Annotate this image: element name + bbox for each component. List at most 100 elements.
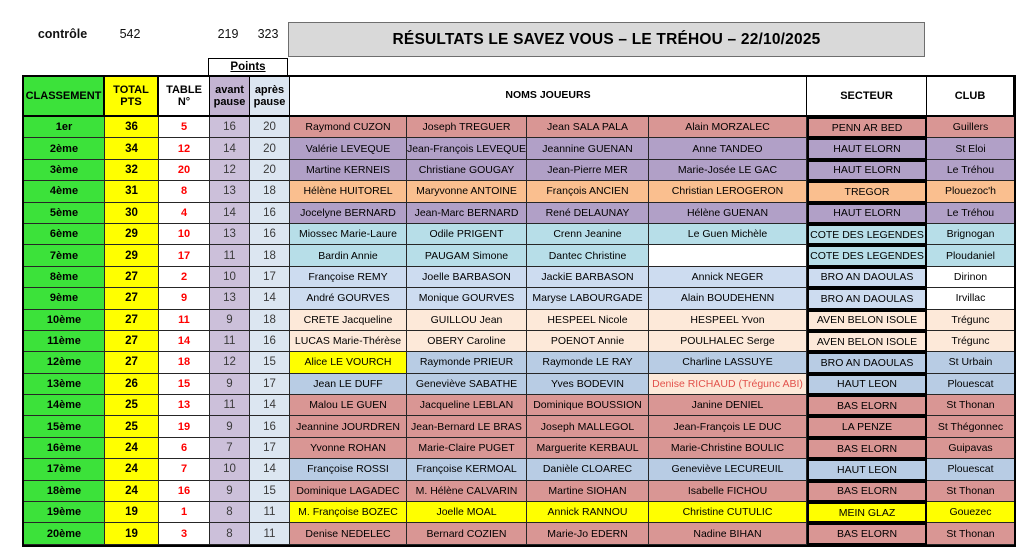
secteur-cell: BAS ELORN: [807, 523, 927, 545]
table-number-cell: 15: [159, 373, 210, 396]
player-cell: Valérie LEVEQUE: [290, 138, 407, 160]
player-cell: Annick NEGER: [649, 266, 807, 289]
player-cell: HESPEEL Nicole: [527, 309, 649, 331]
player-cell: Odile PRIGENT: [407, 223, 527, 246]
rank-cell: 12ème: [24, 352, 105, 374]
table-number-cell: 20: [159, 159, 210, 182]
total-pts-cell: 32: [105, 159, 159, 182]
table-number-cell: 12: [159, 138, 210, 160]
secteur-cell: HAUT LEON: [807, 459, 927, 481]
rank-cell: 3ème: [24, 159, 105, 182]
secteur-cell: HAUT LEON: [807, 373, 927, 396]
points-before-cell: 12: [210, 352, 250, 374]
club-cell: Plouescat: [927, 459, 1014, 481]
player-cell: Marie-Jo EDERN: [527, 523, 649, 545]
player-cell: CRETE Jacqueline: [290, 309, 407, 331]
table-number-cell: 10: [159, 223, 210, 246]
player-cell: Jacqueline LEBLAN: [407, 395, 527, 417]
total-pts-cell: 29: [105, 245, 159, 267]
player-cell: M. Françoise BOZEC: [290, 502, 407, 524]
table-number-cell: 2: [159, 266, 210, 289]
total-pts-cell: 25: [105, 416, 159, 438]
total-pts-cell: 30: [105, 202, 159, 224]
points-before-cell: 13: [210, 223, 250, 246]
player-cell: Hélène HUITOREL: [290, 181, 407, 203]
player-cell: Alain MORZALEC: [649, 117, 807, 139]
table-number-cell: 16: [159, 480, 210, 503]
table-number-cell: 9: [159, 288, 210, 310]
player-cell: Christiane GOUGAY: [407, 159, 527, 182]
player-cell: Martine KERNEIS: [290, 159, 407, 182]
results-table: CLASSEMENT TOTAL PTS TABLE N° avant paus…: [22, 75, 1016, 547]
secteur-cell: HAUT ELORN: [807, 159, 927, 182]
table-number-cell: 8: [159, 181, 210, 203]
points-before-cell: 8: [210, 502, 250, 524]
table-number-cell: 11: [159, 309, 210, 331]
points-after-cell: 16: [250, 416, 290, 438]
player-cell: Denise NEDELEC: [290, 523, 407, 545]
points-before-cell: 14: [210, 202, 250, 224]
rank-cell: 18ème: [24, 480, 105, 503]
secteur-cell: COTE DES LEGENDES: [807, 223, 927, 246]
secteur-cell: AVEN BELON ISOLE: [807, 309, 927, 331]
player-cell: Dominique BOUSSION: [527, 395, 649, 417]
points-before-cell: 11: [210, 395, 250, 417]
table-number-cell: 7: [159, 459, 210, 481]
player-cell: Miossec Marie-Laure: [290, 223, 407, 246]
header-apres-pause: après pause: [250, 77, 290, 117]
player-cell: HESPEEL Yvon: [649, 309, 807, 331]
total-pts-cell: 29: [105, 223, 159, 246]
secteur-cell: HAUT ELORN: [807, 202, 927, 224]
player-cell: POENOT Annie: [527, 330, 649, 353]
player-cell: Anne TANDEO: [649, 138, 807, 160]
player-cell: Françoise ROSSI: [290, 459, 407, 481]
points-after-cell: 11: [250, 523, 290, 545]
club-cell: Le Tréhou: [927, 202, 1014, 224]
points-after-cell: 17: [250, 266, 290, 289]
header-secteur: SECTEUR: [807, 77, 927, 117]
player-cell: Alice LE VOURCH: [290, 352, 407, 374]
player-cell: Jean-François LEVEQUE: [407, 138, 527, 160]
club-cell: Irvillac: [927, 288, 1014, 310]
points-after-cell: 15: [250, 352, 290, 374]
player-cell: Raymonde PRIEUR: [407, 352, 527, 374]
points-after-cell: 20: [250, 138, 290, 160]
points-after-cell: 11: [250, 502, 290, 524]
rank-cell: 2ème: [24, 138, 105, 160]
player-cell: Dantec Christine: [527, 245, 649, 267]
club-cell: St Eloi: [927, 138, 1014, 160]
points-before-cell: 9: [210, 309, 250, 331]
secteur-cell: LA PENZE: [807, 416, 927, 438]
points-after-cell: 18: [250, 245, 290, 267]
points-before-cell: 16: [210, 117, 250, 139]
player-cell: Maryvonne ANTOINE: [407, 181, 527, 203]
total-pts-cell: 27: [105, 309, 159, 331]
player-cell: JackiE BARBASON: [527, 266, 649, 289]
points-before-cell: 11: [210, 330, 250, 353]
player-cell: René DELAUNAY: [527, 202, 649, 224]
rank-cell: 4ème: [24, 181, 105, 203]
club-cell: Brignogan: [927, 223, 1014, 246]
club-cell: Trégunc: [927, 330, 1014, 353]
player-cell: Hélène GUENAN: [649, 202, 807, 224]
rank-cell: 11ème: [24, 330, 105, 353]
table-number-cell: 14: [159, 330, 210, 353]
player-cell: Jean LE DUFF: [290, 373, 407, 396]
player-cell: Jocelyne BERNARD: [290, 202, 407, 224]
rank-cell: 10ème: [24, 309, 105, 331]
secteur-cell: HAUT ELORN: [807, 138, 927, 160]
rank-cell: 19ème: [24, 502, 105, 524]
player-cell: Jean SALA PALA: [527, 117, 649, 139]
player-cell: Monique GOURVES: [407, 288, 527, 310]
points-after-cell: 20: [250, 159, 290, 182]
player-cell: Denise RICHAUD (Trégunc ABI): [649, 373, 807, 396]
control-label: contrôle: [37, 27, 88, 41]
table-number-cell: 5: [159, 117, 210, 139]
club-cell: St Thonan: [927, 395, 1014, 417]
table-number-cell: 13: [159, 395, 210, 417]
total-pts-cell: 24: [105, 480, 159, 503]
club-cell: Gouezec: [927, 502, 1014, 524]
control-apres-sum: 323: [257, 27, 279, 41]
player-cell: Joseph TREGUER: [407, 117, 527, 139]
rank-cell: 6ème: [24, 223, 105, 246]
